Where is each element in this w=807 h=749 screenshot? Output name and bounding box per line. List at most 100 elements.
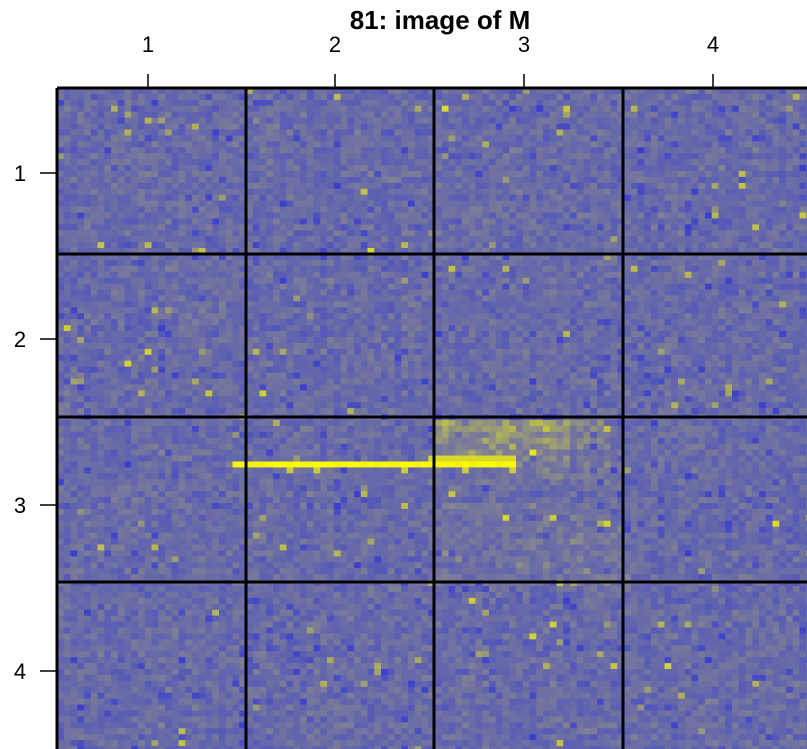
heatmap-cell bbox=[401, 94, 408, 101]
heatmap-cell bbox=[773, 337, 780, 344]
heatmap-cell bbox=[800, 296, 807, 303]
heatmap-cell bbox=[401, 100, 408, 107]
heatmap-cell bbox=[341, 130, 348, 137]
heatmap-cell bbox=[550, 112, 557, 119]
heatmap-cell bbox=[253, 147, 260, 154]
heatmap-cell bbox=[300, 112, 307, 119]
heatmap-cell bbox=[64, 301, 71, 308]
heatmap-cell bbox=[577, 153, 584, 160]
heatmap-cell bbox=[665, 130, 672, 137]
heatmap-cell bbox=[644, 94, 651, 101]
heatmap-cell bbox=[786, 130, 793, 137]
heatmap-cell bbox=[327, 325, 334, 332]
heatmap-cell bbox=[320, 272, 327, 279]
heatmap-cell bbox=[442, 284, 449, 291]
heatmap-cell bbox=[651, 331, 658, 338]
heatmap-cell bbox=[226, 195, 233, 202]
heatmap-cell bbox=[280, 165, 287, 172]
heatmap-cell bbox=[773, 165, 780, 172]
heatmap-cell bbox=[651, 153, 658, 160]
heatmap-cell bbox=[293, 112, 300, 119]
heatmap-cell bbox=[374, 224, 381, 231]
heatmap-cell bbox=[503, 230, 510, 237]
heatmap-cell bbox=[260, 124, 267, 131]
heatmap-cell bbox=[469, 319, 476, 326]
heatmap-cell bbox=[219, 290, 226, 297]
heatmap-cell bbox=[800, 325, 807, 332]
heatmap-cell bbox=[334, 189, 341, 196]
heatmap-cell bbox=[611, 207, 618, 214]
heatmap-cell bbox=[300, 130, 307, 137]
heatmap-cell bbox=[320, 278, 327, 285]
heatmap-cell bbox=[577, 159, 584, 166]
heatmap-cell bbox=[192, 153, 199, 160]
heatmap-cell bbox=[509, 224, 516, 231]
heatmap-cell bbox=[334, 284, 341, 291]
heatmap-cell bbox=[172, 207, 179, 214]
heatmap-cell bbox=[584, 278, 591, 285]
heatmap-cell bbox=[64, 230, 71, 237]
heatmap-cell bbox=[179, 284, 186, 291]
heatmap-cell bbox=[719, 94, 726, 101]
heatmap-cell bbox=[611, 195, 618, 202]
heatmap-cell bbox=[732, 278, 739, 285]
heatmap-cell bbox=[550, 224, 557, 231]
heatmap-cell bbox=[287, 153, 294, 160]
heatmap-cell bbox=[732, 171, 739, 178]
heatmap-cell bbox=[314, 343, 321, 350]
heatmap-cell bbox=[125, 189, 132, 196]
heatmap-cell bbox=[705, 177, 712, 184]
heatmap-cell bbox=[71, 313, 78, 320]
heatmap-cell bbox=[334, 106, 341, 113]
heatmap-cell bbox=[496, 331, 503, 338]
heatmap-cell bbox=[300, 242, 307, 249]
heatmap-cell bbox=[462, 218, 469, 225]
heatmap-cell bbox=[98, 159, 105, 166]
heatmap-cell bbox=[138, 159, 145, 166]
heatmap-cell bbox=[536, 284, 543, 291]
heatmap-cell bbox=[125, 153, 132, 160]
heatmap-cell bbox=[293, 201, 300, 208]
heatmap-cell bbox=[597, 307, 604, 314]
heatmap-cell bbox=[192, 201, 199, 208]
heatmap-cell bbox=[300, 272, 307, 279]
heatmap-cell bbox=[334, 153, 341, 160]
heatmap-cell bbox=[266, 106, 273, 113]
heatmap-cell bbox=[388, 207, 395, 214]
heatmap-cell bbox=[462, 159, 469, 166]
heatmap-cell bbox=[455, 218, 462, 225]
heatmap-cell bbox=[104, 171, 111, 178]
heatmap-cell bbox=[145, 260, 152, 267]
heatmap-cell bbox=[185, 325, 192, 332]
heatmap-cell bbox=[469, 112, 476, 119]
heatmap-cell bbox=[98, 213, 105, 220]
heatmap-cell bbox=[773, 224, 780, 231]
heatmap-cell bbox=[408, 112, 415, 119]
heatmap-cell bbox=[584, 135, 591, 142]
heatmap-cell bbox=[503, 165, 510, 172]
heatmap-cell bbox=[509, 319, 516, 326]
heatmap-cell bbox=[138, 141, 145, 148]
heatmap-cell bbox=[678, 183, 685, 190]
heatmap-cell bbox=[71, 296, 78, 303]
heatmap-cell bbox=[408, 124, 415, 131]
heatmap-cell bbox=[698, 94, 705, 101]
heatmap-cell bbox=[111, 159, 118, 166]
heatmap-cell bbox=[91, 177, 98, 184]
heatmap-cell bbox=[158, 331, 165, 338]
heatmap-cell bbox=[165, 195, 172, 202]
heatmap-cell bbox=[77, 177, 84, 184]
heatmap-cell bbox=[158, 124, 165, 131]
heatmap-cell bbox=[449, 159, 456, 166]
heatmap-cell bbox=[253, 112, 260, 119]
heatmap-cell bbox=[800, 112, 807, 119]
heatmap-cell bbox=[759, 284, 766, 291]
heatmap-cell bbox=[125, 236, 132, 243]
heatmap-cell bbox=[590, 94, 597, 101]
heatmap-cell bbox=[685, 301, 692, 308]
heatmap-cell bbox=[631, 266, 638, 273]
heatmap-cell bbox=[388, 124, 395, 131]
heatmap-cell bbox=[671, 118, 678, 125]
heatmap-cell bbox=[260, 337, 267, 344]
heatmap-cell bbox=[570, 171, 577, 178]
